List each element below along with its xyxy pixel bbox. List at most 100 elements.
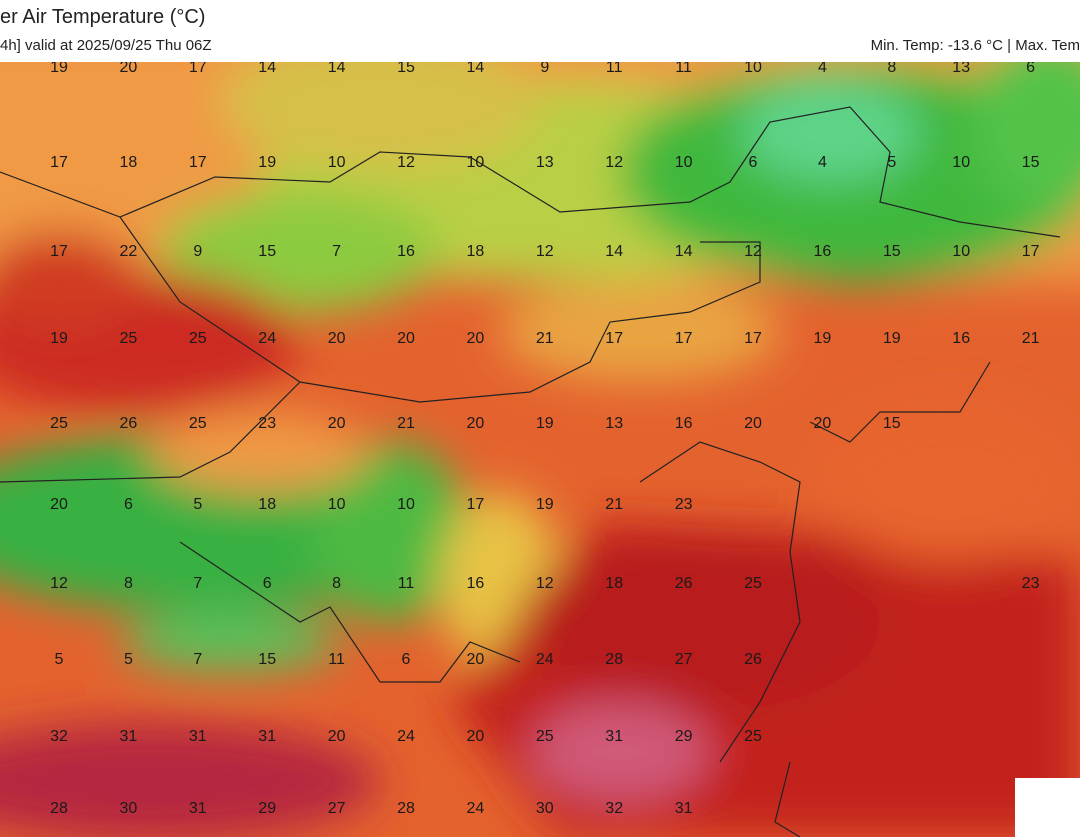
temp-label: 15: [258, 651, 276, 668]
temp-label: 22: [120, 243, 138, 260]
temp-label: 24: [536, 651, 554, 668]
temp-label: 31: [258, 728, 276, 745]
temp-label: 14: [467, 62, 485, 76]
temp-label: 14: [605, 243, 623, 260]
map-title: er Air Temperature (°C): [0, 6, 206, 28]
temp-label: 12: [744, 243, 762, 260]
temp-label: 20: [744, 415, 762, 432]
temp-label: 6: [402, 651, 411, 668]
temp-label: 11: [398, 575, 415, 592]
temp-label: 20: [467, 330, 485, 347]
temp-label: 19: [50, 62, 68, 76]
temp-label: 19: [883, 330, 901, 347]
temp-label: 20: [467, 415, 485, 432]
temp-label: 25: [189, 330, 207, 347]
temp-label: 29: [675, 728, 693, 745]
temp-label: 12: [50, 575, 68, 592]
temp-label: 12: [605, 154, 623, 171]
temp-label: 7: [193, 575, 202, 592]
temp-label: 15: [883, 415, 901, 432]
temp-label: 32: [50, 728, 68, 745]
temp-label: 10: [397, 496, 415, 513]
temp-label: 20: [467, 728, 485, 745]
temp-label: 6: [749, 154, 758, 171]
temp-label: 10: [952, 243, 970, 260]
temp-label: 29: [258, 800, 276, 817]
temp-label: 23: [675, 496, 693, 513]
temp-label: 19: [814, 330, 832, 347]
temp-label: 11: [606, 62, 623, 76]
temp-label: 17: [744, 330, 762, 347]
temp-label: 27: [675, 651, 693, 668]
temp-label: 28: [50, 800, 68, 817]
temp-label: 25: [50, 415, 68, 432]
temp-label: 19: [258, 154, 276, 171]
temp-label: 18: [467, 243, 485, 260]
temp-label: 10: [328, 496, 346, 513]
temp-label: 26: [744, 651, 762, 668]
temp-label: 14: [328, 62, 346, 76]
temp-label: 19: [536, 496, 554, 513]
temp-label: 20: [328, 415, 346, 432]
temp-label: 20: [467, 651, 485, 668]
temp-label: 31: [605, 728, 623, 745]
temp-label: 15: [1022, 154, 1040, 171]
temp-label: 8: [887, 62, 896, 76]
temp-label: 15: [397, 62, 415, 76]
borders: [0, 106, 1061, 837]
temp-label: 23: [1022, 575, 1040, 592]
temp-label: 14: [675, 243, 693, 260]
temp-label: 31: [189, 800, 207, 817]
temp-label: 5: [193, 496, 202, 513]
temp-label: 18: [120, 154, 138, 171]
temp-label: 17: [189, 62, 207, 76]
temperature-map: 19 20 17 14 14 15 14 9 11 11 10 4 8 13 6 17 18 17 19 10 12 10…: [0, 62, 1080, 837]
temp-label: 28: [605, 651, 623, 668]
temp-label: 13: [605, 415, 623, 432]
temp-label: 16: [467, 575, 485, 592]
temp-label: 26: [675, 575, 693, 592]
temp-label: 31: [675, 800, 693, 817]
temp-label: 16: [952, 330, 970, 347]
temperature-field: [0, 62, 1080, 837]
valid-time: 4h] valid at 2025/09/25 Thu 06Z: [0, 37, 212, 54]
temp-label: 17: [605, 330, 623, 347]
temp-label: 8: [124, 575, 133, 592]
temp-label: 31: [189, 728, 207, 745]
temp-label: 13: [536, 154, 554, 171]
temp-label: 7: [332, 243, 341, 260]
temp-label: 25: [744, 575, 762, 592]
temp-label: 11: [328, 651, 345, 668]
temp-label: 10: [328, 154, 346, 171]
temp-label: 17: [675, 330, 693, 347]
temp-label: 14: [258, 62, 276, 76]
temp-label: 10: [952, 154, 970, 171]
temp-label: 12: [397, 154, 415, 171]
temp-label: 10: [675, 154, 693, 171]
temp-label: 21: [536, 330, 554, 347]
temp-label: 6: [124, 496, 133, 513]
temp-label: 20: [50, 496, 68, 513]
temp-label: 31: [120, 728, 138, 745]
temp-label: 20: [814, 415, 832, 432]
temp-label: 17: [50, 154, 68, 171]
temp-label: 7: [193, 651, 202, 668]
temp-label: 5: [124, 651, 133, 668]
temp-label: 17: [467, 496, 485, 513]
temp-label: 9: [540, 62, 549, 76]
temp-label: 21: [1022, 330, 1040, 347]
temp-label: 4: [818, 154, 827, 171]
temp-label: 16: [814, 243, 832, 260]
temp-label: 25: [120, 330, 138, 347]
temp-label: 15: [258, 243, 276, 260]
temp-label: 18: [258, 496, 276, 513]
inset-map: [1015, 778, 1080, 837]
temp-label: 23: [258, 415, 276, 432]
temp-label: 30: [536, 800, 554, 817]
temp-range: Min. Temp: -13.6 °C | Max. Tem: [870, 37, 1080, 54]
temp-label: 19: [536, 415, 554, 432]
temp-label: 13: [952, 62, 970, 76]
temp-label: 9: [193, 243, 202, 260]
temp-label: 8: [332, 575, 341, 592]
